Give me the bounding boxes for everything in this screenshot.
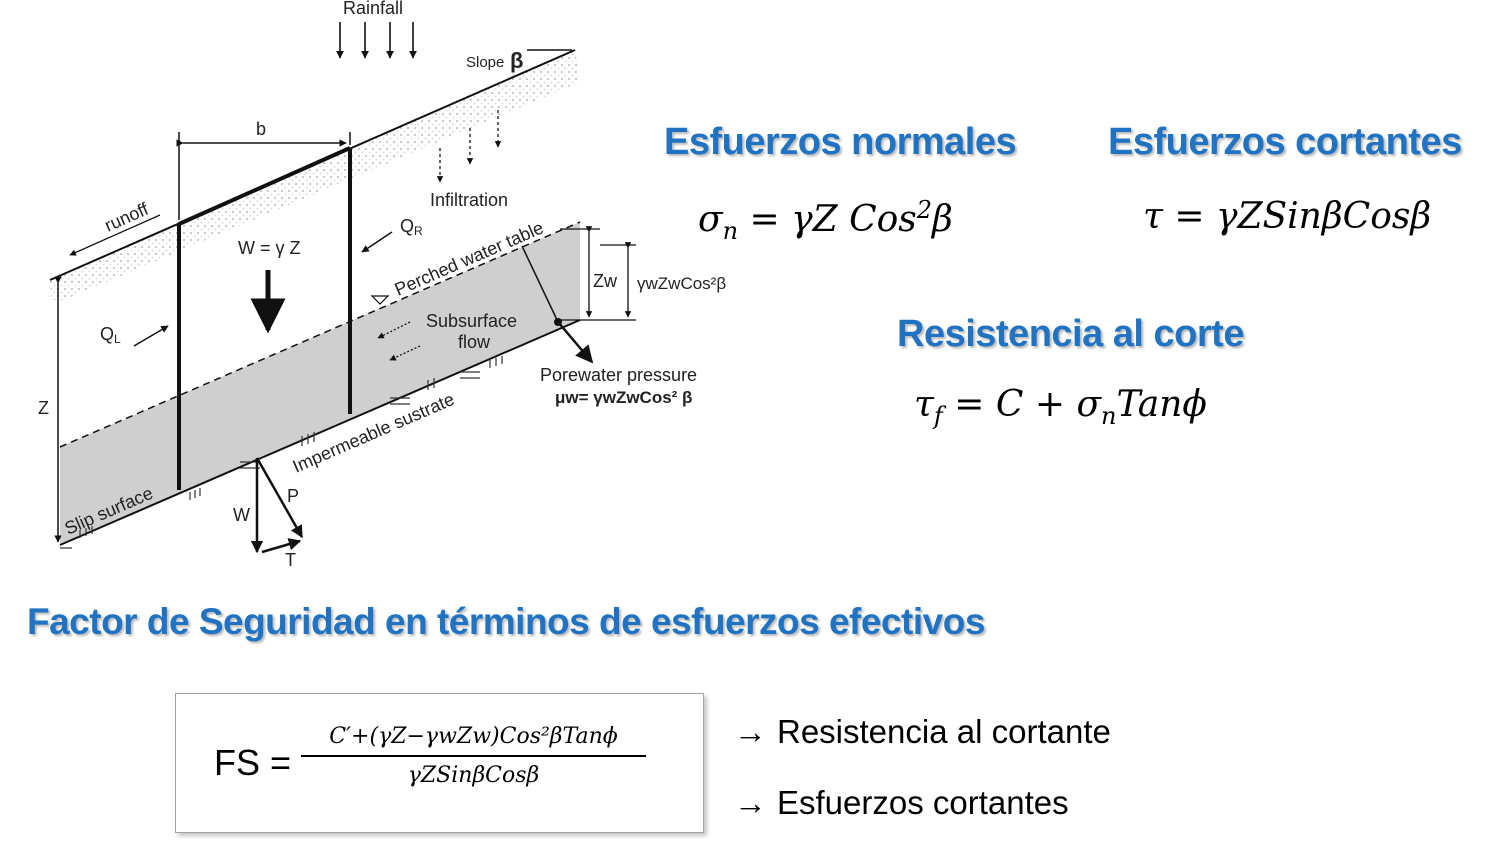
weight-label: W = γ Z bbox=[238, 238, 301, 258]
zw-dimension bbox=[560, 226, 636, 321]
fs-numerator: C′+(γZ−γwZw)Cos²βTanϕ bbox=[301, 724, 646, 757]
right-arrow-icon: → bbox=[734, 784, 767, 821]
note-resistencia-text: Resistencia al cortante bbox=[777, 713, 1111, 750]
ql-arrow bbox=[133, 325, 169, 347]
runoff-arrow bbox=[69, 214, 161, 256]
saturated-zone bbox=[60, 222, 580, 545]
z-label: Z bbox=[38, 398, 49, 418]
perched-water-table-line bbox=[59, 221, 581, 448]
substrate-hatching bbox=[60, 356, 503, 549]
right-arrow-icon: → bbox=[734, 713, 767, 750]
fs-label: FS = bbox=[214, 742, 292, 783]
subsurface-flow-label-1: Subsurface bbox=[426, 311, 517, 331]
qr-arrow bbox=[361, 231, 393, 253]
slice-block bbox=[177, 146, 352, 490]
rainfall-label: Rainfall bbox=[343, 0, 403, 18]
heading-esfuerzos-cortantes: Esfuerzos cortantes bbox=[1108, 121, 1462, 163]
mu-w-expression: μw= γwZwCos² β bbox=[555, 388, 692, 407]
subsurface-flow-label-2: flow bbox=[458, 332, 491, 352]
note-cortantes: → Esfuerzos cortantes bbox=[734, 784, 1069, 822]
infiltration-label: Infiltration bbox=[430, 190, 508, 210]
porewater-upper-line bbox=[521, 245, 559, 323]
heading-resistencia-al-corte: Resistencia al corte bbox=[897, 313, 1244, 355]
w-force-label: W bbox=[233, 505, 250, 525]
slope-label: Slope bbox=[466, 54, 504, 71]
qr-label: QR bbox=[400, 216, 423, 238]
rainfall-arrows bbox=[336, 22, 417, 59]
force-triangle bbox=[250, 457, 304, 554]
p-label: P bbox=[287, 486, 299, 506]
ql-label: QL bbox=[100, 324, 121, 346]
t-label: T bbox=[285, 550, 296, 570]
heading-esfuerzos-normales: Esfuerzos normales bbox=[664, 121, 1017, 163]
shear-strength-equation: τf = C + σnTanϕ bbox=[914, 384, 1207, 431]
note-resistencia: → Resistencia al cortante bbox=[734, 713, 1111, 751]
slip-surface-line bbox=[59, 319, 581, 546]
fs-fraction: C′+(γZ−γwZw)Cos²βTanϕ γZSinβCosβ bbox=[301, 724, 646, 788]
water-table-symbol bbox=[370, 295, 390, 305]
fs-denominator: γZSinβCosβ bbox=[407, 763, 540, 788]
porewater-arrow bbox=[557, 321, 594, 364]
subsurface-flow-arrows bbox=[377, 321, 421, 361]
topsoil-band bbox=[50, 50, 580, 305]
porewater-pressure-label: Porewater pressure bbox=[540, 365, 697, 385]
shear-stress-equation: τ = γZSinβCosβ bbox=[1143, 196, 1432, 237]
slope-beta-label: β bbox=[510, 48, 523, 73]
infiltration-arrows bbox=[436, 110, 502, 183]
normal-stress-equation: σn = γZ Cos2β bbox=[698, 196, 953, 246]
b-label: b bbox=[256, 119, 266, 139]
slope-stability-diagram: b Rainfall Slope β Infiltration runoff W… bbox=[38, 0, 726, 570]
heading-factor-de-seguridad: Factor de Seguridad en términos de esfue… bbox=[27, 601, 985, 642]
gamma-w-expression: γwZwCos²β bbox=[637, 274, 726, 293]
zw-label: Zw bbox=[593, 271, 618, 291]
b-dimension bbox=[176, 132, 351, 220]
note-cortantes-text: Esfuerzos cortantes bbox=[777, 784, 1069, 821]
factor-of-safety-formula-box: FS = C′+(γZ−γwZw)Cos²βTanϕ γZSinβCosβ bbox=[175, 693, 704, 833]
